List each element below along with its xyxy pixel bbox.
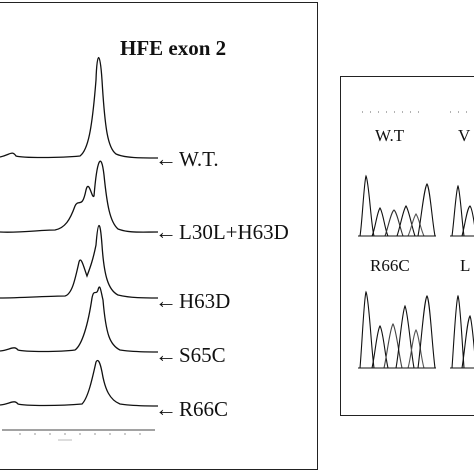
chromatogram-top-right bbox=[450, 184, 474, 237]
left-arrow-icon: ← bbox=[155, 342, 177, 367]
right-label-r66c: R66C bbox=[370, 256, 410, 275]
chromatogram-bottom-right bbox=[450, 294, 474, 369]
right-label-wt: W.T bbox=[375, 126, 405, 145]
trace-h63d bbox=[0, 224, 159, 299]
trace-label-s65c: ←S65C bbox=[155, 342, 226, 367]
trace-r66c bbox=[0, 359, 159, 407]
left-arrow-icon: ← bbox=[155, 288, 177, 313]
chromatogram-bottom-left bbox=[358, 290, 436, 369]
right-label-l: L bbox=[460, 256, 471, 275]
trace-s65c bbox=[0, 286, 159, 353]
trace-label-r66c: ←R66C bbox=[155, 396, 229, 421]
trace-label-h63d: ←H63D bbox=[155, 288, 231, 313]
left-x-axis bbox=[2, 429, 155, 441]
chromatogram-top-left bbox=[358, 174, 436, 237]
trace-wt bbox=[0, 56, 159, 159]
left-arrow-icon: ← bbox=[155, 219, 177, 244]
left-panel-frame bbox=[0, 2, 318, 470]
trace-label-l30l-h63d: ←L30L+H63D bbox=[155, 219, 289, 244]
right-panel-frame bbox=[340, 76, 474, 416]
right-label-v: V bbox=[458, 126, 471, 145]
left-arrow-icon: ← bbox=[155, 396, 177, 421]
left-arrow-icon: ← bbox=[155, 146, 177, 171]
trace-l30l-h63d bbox=[0, 160, 159, 233]
trace-label-wt: ←W.T. bbox=[155, 146, 219, 171]
left-panel-title: HFE exon 2 bbox=[120, 36, 227, 60]
